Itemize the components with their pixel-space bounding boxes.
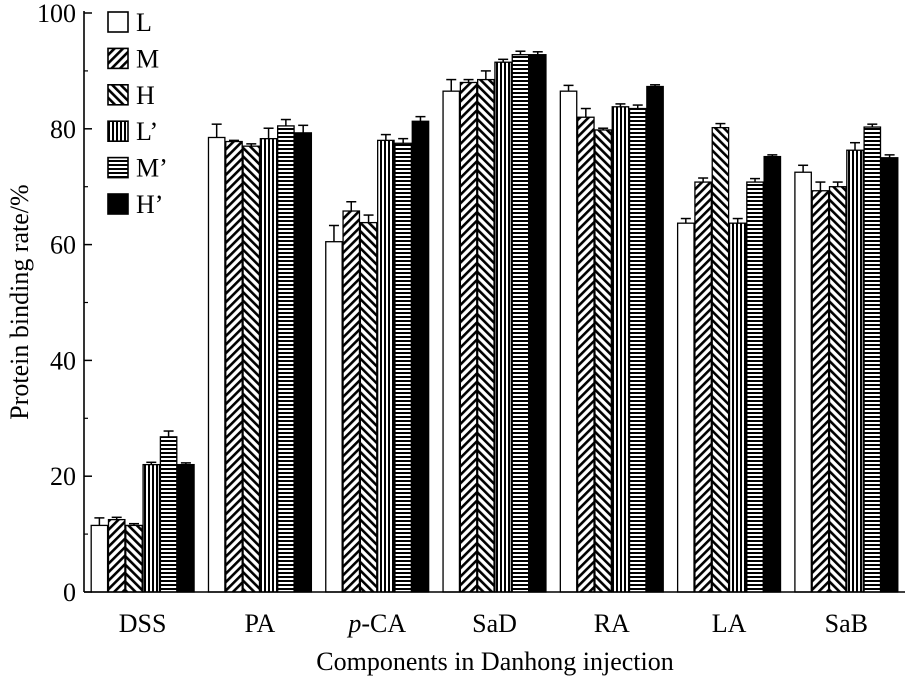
bar-LA-1: [676, 222, 695, 593]
bar-DSS-5: [159, 436, 178, 593]
legend-label-5: M’: [136, 154, 168, 183]
bar-RA-3: [594, 129, 612, 593]
legend-swatch-2: [107, 47, 129, 70]
bar-SaD-3: [476, 78, 495, 593]
bar-SaB-2: [811, 190, 830, 593]
x-tick-label-DSS: DSS: [119, 609, 167, 638]
bar-PA-4: [259, 137, 278, 593]
bar-SaB-6: [880, 157, 899, 593]
axes-layer: 0 20 40 60 80 100 DSS PA p-CA SaD RA LA SaB: [37, 0, 905, 638]
bar-SaB-1: [794, 171, 812, 593]
bar-DSS-2: [107, 518, 126, 593]
y-axis-title: Protein binding rate/%: [5, 184, 34, 419]
bar-PA-5: [277, 125, 295, 593]
bar-p-CA-1: [325, 241, 343, 593]
bar-DSS-1: [90, 524, 109, 593]
legend-swatch-4: [107, 120, 129, 142]
bar-RA-2: [576, 116, 595, 593]
y-tick-label-80: 80: [50, 115, 76, 144]
bar-RA-1: [559, 90, 578, 593]
bar-SaD-1: [442, 90, 461, 593]
y-tick-label-0: 0: [63, 578, 76, 607]
legend-swatch-6: [107, 193, 129, 215]
bar-SaD-2: [459, 81, 478, 593]
bar-RA-5: [628, 107, 647, 593]
bar-PA-1: [207, 136, 226, 593]
bar-LA-5: [746, 181, 764, 593]
bar-LA-3: [711, 126, 730, 593]
legend: LMH L’ M’ H’: [107, 8, 168, 219]
x-axis-title: Components in Danhong injection: [316, 647, 673, 676]
x-tick-label-LA: LA: [712, 609, 747, 638]
bar-DSS-3: [125, 524, 143, 593]
bar-p-CA-2: [342, 210, 361, 593]
bar-RA-4: [611, 106, 630, 593]
legend-label-6: H’: [136, 190, 163, 219]
x-tick-label-RA: RA: [594, 609, 630, 638]
bar-SaB-5: [863, 126, 882, 593]
bar-DSS-6: [177, 463, 195, 593]
y-tick-label-100: 100: [37, 0, 76, 28]
bar-LA-4: [728, 222, 747, 593]
bar-SaB-3: [828, 186, 847, 593]
bar-SaB-4: [846, 149, 864, 593]
x-tick-label-PA: PA: [244, 609, 275, 638]
bar-SaD-4: [494, 61, 513, 593]
bar-p-CA-6: [411, 120, 430, 593]
bar-PA-3: [242, 145, 261, 593]
y-tick-label-20: 20: [50, 462, 76, 491]
legend-swatch-3: [107, 84, 129, 106]
bar-LA-6: [763, 155, 782, 593]
bar-PA-2: [225, 140, 243, 593]
legend-label-2: M: [136, 44, 159, 73]
bar-LA-2: [694, 181, 712, 593]
y-tick-label-60: 60: [50, 231, 76, 260]
x-tick-label-SaB: SaB: [825, 609, 868, 638]
legend-swatch-1: [107, 11, 129, 33]
legend-label-4: L’: [136, 117, 158, 146]
legend-label-3: H: [136, 81, 155, 110]
bar-PA-6: [294, 132, 313, 593]
legend-swatch-5: [107, 156, 129, 179]
bar-p-CA-5: [394, 142, 413, 593]
bar-p-CA-4: [377, 139, 395, 593]
bar-DSS-4: [142, 463, 161, 593]
x-tick-label-SaD: SaD: [472, 609, 517, 638]
x-tick-label-p-CA: p-CA: [346, 609, 406, 638]
bar-p-CA-3: [359, 221, 378, 593]
y-tick-label-40: 40: [50, 346, 76, 375]
bar-RA-6: [646, 85, 664, 593]
bars-layer: [90, 50, 899, 593]
bar-SaD-6: [528, 54, 547, 593]
legend-label-1: L: [136, 8, 152, 37]
bar-SaD-5: [511, 54, 530, 593]
